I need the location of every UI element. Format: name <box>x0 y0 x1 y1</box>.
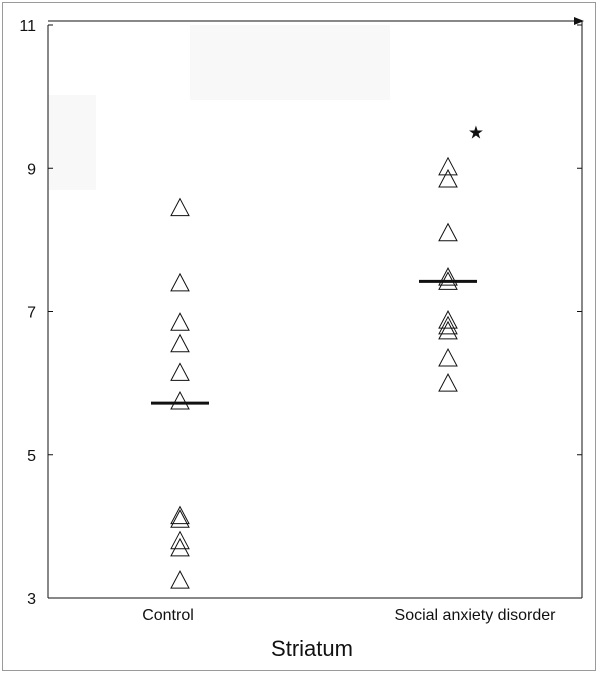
category-label-social-anxiety-disorder: Social anxiety disorder <box>395 607 557 624</box>
background-wash <box>48 95 96 190</box>
background-wash <box>190 25 390 100</box>
y-tick-label: 5 <box>27 448 36 465</box>
significance-star-icon: ★ <box>468 122 484 143</box>
y-tick-label: 11 <box>19 18 36 35</box>
top-axis-arrow-icon <box>574 17 584 25</box>
data-point-triangle <box>170 570 190 589</box>
y-tick-label: 9 <box>27 161 36 178</box>
y-tick-label: 7 <box>27 305 36 322</box>
x-axis-title: Striatum <box>271 636 353 661</box>
data-point-triangle <box>438 168 458 188</box>
data-point-triangle <box>170 530 190 550</box>
data-point-triangle <box>170 509 190 528</box>
data-point-triangle <box>170 390 190 410</box>
data-point-triangle <box>170 312 190 331</box>
y-tick-label: 3 <box>27 591 36 608</box>
data-point-triangle <box>438 267 458 286</box>
data-point-triangle <box>170 537 190 557</box>
data-point-triangle <box>170 362 190 381</box>
data-point-triangle <box>170 333 190 353</box>
data-point-triangle <box>438 320 458 340</box>
category-label-control: Control <box>142 607 194 624</box>
data-point-triangle <box>438 347 458 367</box>
data-point-triangle <box>170 272 190 292</box>
data-point-triangle <box>438 222 458 242</box>
data-point-triangle <box>438 156 458 176</box>
data-point-triangle <box>438 310 458 329</box>
data-point-triangle <box>170 197 190 217</box>
data-point-triangle <box>438 373 458 392</box>
data-point-triangle <box>170 505 190 525</box>
data-point-triangle <box>438 315 458 335</box>
